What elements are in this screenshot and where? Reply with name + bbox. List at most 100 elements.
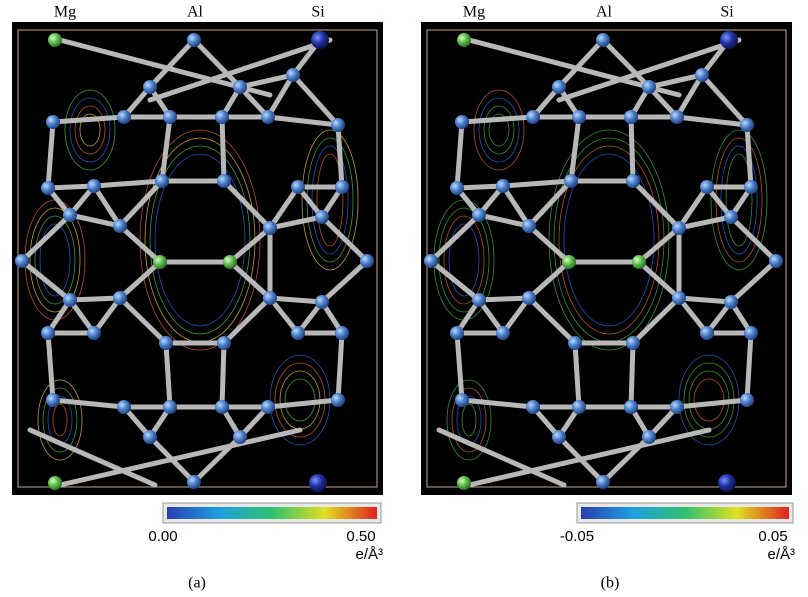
al-atom	[331, 393, 345, 407]
al-atom	[41, 326, 55, 340]
al-atom	[769, 254, 783, 268]
si-atom	[720, 31, 738, 49]
panel-caption: (b)	[601, 575, 620, 592]
al-atom	[670, 400, 684, 414]
bond	[222, 117, 224, 181]
al-atom	[568, 336, 582, 350]
al-atom	[46, 115, 60, 129]
al-atom	[455, 393, 469, 407]
al-atom	[522, 219, 536, 233]
al-atom	[672, 291, 686, 305]
figure: Mg Al Si 0.00 0.50 e/Å³ (a) Mg Al Si -0.05 0.05e/Å³…	[0, 0, 808, 597]
mg-atom	[48, 33, 62, 47]
bond	[479, 298, 529, 300]
element-label: Mg	[54, 4, 76, 21]
al-atom	[46, 393, 60, 407]
al-atom	[552, 80, 566, 94]
al-atom	[472, 208, 486, 222]
element-label: Si	[720, 4, 734, 21]
al-atom	[217, 336, 231, 350]
al-atom	[87, 179, 101, 193]
al-atom	[113, 219, 127, 233]
al-atom	[335, 180, 349, 194]
al-atom	[496, 326, 510, 340]
al-atom	[215, 110, 229, 124]
al-atom	[233, 430, 247, 444]
al-atom	[163, 400, 177, 414]
al-atom	[163, 110, 177, 124]
al-atom	[450, 181, 464, 195]
al-atom	[455, 115, 469, 129]
al-atom	[624, 400, 638, 414]
al-atom	[572, 110, 586, 124]
al-atom	[63, 208, 77, 222]
al-atom	[263, 221, 277, 235]
density-map	[12, 22, 383, 495]
element-label: Al	[187, 4, 204, 21]
panel: Mg Al Si -0.05 0.05e/Å³ (b)	[421, 4, 795, 592]
mg-atom	[457, 476, 471, 490]
al-atom	[672, 221, 686, 235]
al-atom	[263, 291, 277, 305]
al-atom	[217, 174, 231, 188]
element-label: Si	[311, 4, 325, 21]
mg-atom	[562, 255, 576, 269]
colorbar	[167, 507, 377, 519]
al-atom	[215, 400, 229, 414]
al-atom	[744, 326, 758, 340]
al-atom	[596, 475, 610, 489]
bond	[70, 298, 120, 300]
al-atom	[496, 179, 510, 193]
al-atom	[233, 80, 247, 94]
al-atom	[360, 254, 374, 268]
al-atom	[159, 336, 173, 350]
al-atom	[113, 291, 127, 305]
al-atom	[724, 295, 738, 309]
al-atom	[626, 336, 640, 350]
element-label: Al	[596, 4, 613, 21]
al-atom	[450, 326, 464, 340]
colorbar	[581, 507, 789, 519]
colorbar-min: 0.00	[148, 528, 177, 545]
al-atom	[315, 210, 329, 224]
element-label: Mg	[463, 4, 485, 21]
colorbar-unit: e/Å³	[767, 546, 795, 563]
bond	[631, 117, 633, 181]
colorbar-min: -0.05	[560, 528, 594, 545]
al-atom	[526, 110, 540, 124]
mg-atom	[457, 33, 471, 47]
al-atom	[286, 68, 300, 82]
colorbar-max: 0.05	[758, 528, 787, 545]
al-atom	[522, 291, 536, 305]
al-atom	[596, 33, 610, 47]
panels: Mg Al Si 0.00 0.50 e/Å³ (a) Mg Al Si -0.05 0.05e/Å³…	[12, 4, 795, 592]
colorbar-max: 0.50	[346, 528, 375, 545]
mg-atom	[153, 255, 167, 269]
al-atom	[744, 180, 758, 194]
al-atom	[526, 400, 540, 414]
al-atom	[642, 430, 656, 444]
al-atom	[335, 326, 349, 340]
al-atom	[143, 430, 157, 444]
al-atom	[315, 295, 329, 309]
density-map	[421, 22, 792, 495]
bond	[631, 343, 633, 407]
al-atom	[187, 33, 201, 47]
al-atom	[117, 110, 131, 124]
al-atom	[291, 180, 305, 194]
al-atom	[740, 393, 754, 407]
al-atom	[626, 174, 640, 188]
al-atom	[424, 254, 438, 268]
al-atom	[552, 430, 566, 444]
al-atom	[143, 80, 157, 94]
al-atom	[261, 400, 275, 414]
al-atom	[331, 118, 345, 132]
al-atom	[700, 326, 714, 340]
mg-atom	[48, 476, 62, 490]
al-atom	[15, 254, 29, 268]
al-atom	[291, 326, 305, 340]
al-atom	[63, 293, 77, 307]
al-atom	[187, 475, 201, 489]
panel-caption: (a)	[188, 575, 206, 592]
